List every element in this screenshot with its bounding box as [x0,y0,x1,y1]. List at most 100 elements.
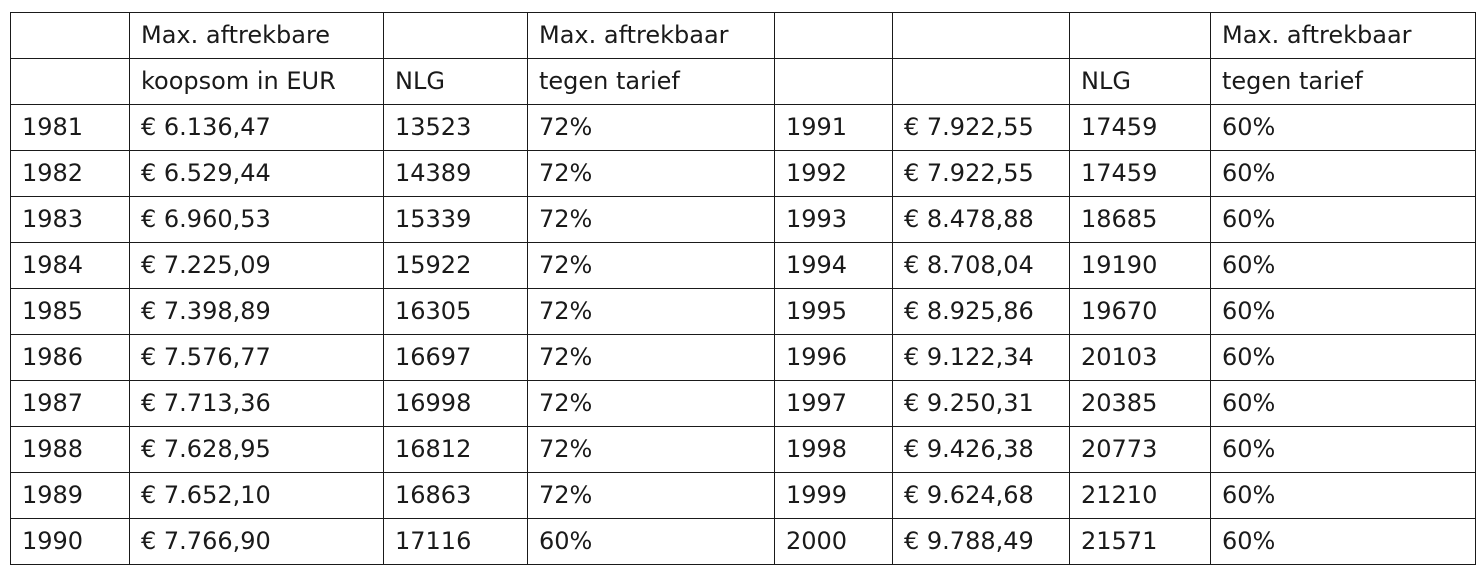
cell-koopsom-eur: € 6.136,47 [129,104,384,151]
cell-koopsom-eur: € 7.628,95 [129,426,384,473]
cell-nlg: 15922 [383,242,528,289]
cell-year: 1983 [10,196,130,243]
cell-koopsom-eur: € 9.788,49 [892,518,1070,565]
cell-koopsom-eur: € 9.122,34 [892,334,1070,381]
cell-koopsom-eur: € 6.960,53 [129,196,384,243]
table-row: 1981 € 6.136,47 13523 72% 1991 € 7.922,55 1745… [10,104,1476,151]
cell-nlg: 20773 [1069,426,1211,473]
cell-year: 1985 [10,288,130,335]
cell-koopsom-eur: € 7.398,89 [129,288,384,335]
cell-nlg: 15339 [383,196,528,243]
cell-year: 1996 [774,334,893,381]
cell-nlg: 21571 [1069,518,1211,565]
cell-tarief: 60% [1210,196,1476,243]
cell-koopsom-eur: € 9.250,31 [892,380,1070,427]
table-row: 1990 € 7.766,90 17116 60% 2000 € 9.788,49 2157… [10,518,1476,565]
cell-tarief: 60% [527,518,775,565]
cell-tarief: 60% [1210,426,1476,473]
cell-nlg: 17116 [383,518,528,565]
header-cell-year [10,58,130,105]
cell-year: 1987 [10,380,130,427]
table-body: Max. aftrekbare Max. aftrekbaar Max. aftre… [10,12,1476,565]
table-row: 1989 € 7.652,10 16863 72% 1999 € 9.624,68 2121… [10,472,1476,519]
cell-nlg: 20103 [1069,334,1211,381]
cell-tarief: 60% [1210,472,1476,519]
table-row: 1984 € 7.225,09 15922 72% 1994 € 8.708,04 1919… [10,242,1476,289]
table-row: 1983 € 6.960,53 15339 72% 1993 € 8.478,88 1868… [10,196,1476,243]
table-row: 1986 € 7.576,77 16697 72% 1996 € 9.122,34 2010… [10,334,1476,381]
cell-year: 1990 [10,518,130,565]
cell-tarief: 60% [1210,288,1476,335]
cell-year: 1991 [774,104,893,151]
header-cell-koopsom-eur: Max. aftrekbare [129,12,384,59]
cell-nlg: 16697 [383,334,528,381]
cell-tarief: 60% [1210,334,1476,381]
cell-year: 1999 [774,472,893,519]
header-row: koopsom in EUR NLG tegen tarief NLG tegen ta… [10,58,1476,105]
cell-koopsom-eur: € 7.922,55 [892,150,1070,197]
cell-year: 2000 [774,518,893,565]
cell-tarief: 72% [527,334,775,381]
cell-year: 1982 [10,150,130,197]
cell-koopsom-eur: € 7.225,09 [129,242,384,289]
header-cell-year [10,12,130,59]
cell-koopsom-eur: € 7.652,10 [129,472,384,519]
cell-koopsom-eur: € 8.478,88 [892,196,1070,243]
cell-nlg: 13523 [383,104,528,151]
cell-nlg: 16812 [383,426,528,473]
cell-koopsom-eur: € 8.925,86 [892,288,1070,335]
cell-koopsom-eur: € 8.708,04 [892,242,1070,289]
header-cell-nlg: NLG [1069,58,1211,105]
cell-year: 1981 [10,104,130,151]
header-cell-nlg [1069,12,1211,59]
header-cell-nlg [383,12,528,59]
cell-year: 1986 [10,334,130,381]
cell-nlg: 16863 [383,472,528,519]
cell-nlg: 19190 [1069,242,1211,289]
cell-year: 1993 [774,196,893,243]
header-row: Max. aftrekbare Max. aftrekbaar Max. aftre… [10,12,1476,59]
cell-tarief: 60% [1210,104,1476,151]
cell-koopsom-eur: € 6.529,44 [129,150,384,197]
table-row: 1987 € 7.713,36 16998 72% 1997 € 9.250,31 2038… [10,380,1476,427]
cell-koopsom-eur: € 9.624,68 [892,472,1070,519]
cell-nlg: 21210 [1069,472,1211,519]
header-cell-year [774,58,893,105]
deduction-table: Max. aftrekbare Max. aftrekbaar Max. aftre… [10,12,1476,565]
cell-koopsom-eur: € 7.713,36 [129,380,384,427]
cell-tarief: 60% [1210,518,1476,565]
header-cell-koopsom-eur [892,12,1070,59]
cell-tarief: 72% [527,288,775,335]
cell-nlg: 19670 [1069,288,1211,335]
cell-nlg: 14389 [383,150,528,197]
cell-nlg: 17459 [1069,104,1211,151]
table-row: 1985 € 7.398,89 16305 72% 1995 € 8.925,86 1967… [10,288,1476,335]
header-cell-koopsom-eur [892,58,1070,105]
cell-tarief: 72% [527,426,775,473]
cell-year: 1992 [774,150,893,197]
cell-tarief: 60% [1210,380,1476,427]
cell-tarief: 72% [527,104,775,151]
table-row: 1982 € 6.529,44 14389 72% 1992 € 7.922,55 1745… [10,150,1476,197]
cell-year: 1997 [774,380,893,427]
header-cell-year [774,12,893,59]
header-cell-tarief: Max. aftrekbaar [527,12,775,59]
cell-tarief: 72% [527,150,775,197]
cell-koopsom-eur: € 7.922,55 [892,104,1070,151]
cell-tarief: 72% [527,196,775,243]
cell-koopsom-eur: € 7.766,90 [129,518,384,565]
header-cell-nlg: NLG [383,58,528,105]
cell-koopsom-eur: € 9.426,38 [892,426,1070,473]
cell-tarief: 72% [527,380,775,427]
cell-year: 1994 [774,242,893,289]
cell-year: 1988 [10,426,130,473]
cell-koopsom-eur: € 7.576,77 [129,334,384,381]
cell-tarief: 60% [1210,150,1476,197]
cell-year: 1998 [774,426,893,473]
table-row: 1988 € 7.628,95 16812 72% 1998 € 9.426,38 2077… [10,426,1476,473]
cell-nlg: 17459 [1069,150,1211,197]
cell-year: 1989 [10,472,130,519]
cell-nlg: 20385 [1069,380,1211,427]
cell-tarief: 72% [527,472,775,519]
cell-year: 1984 [10,242,130,289]
